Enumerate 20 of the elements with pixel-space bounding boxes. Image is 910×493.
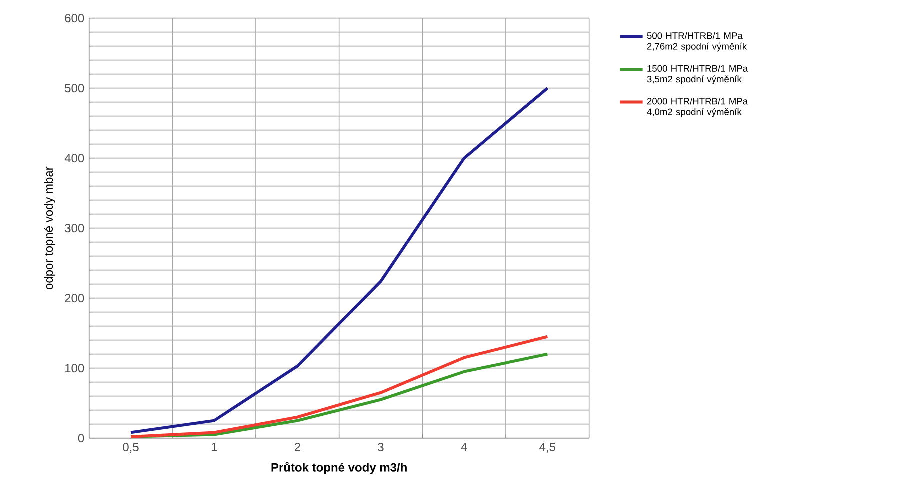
x-axis-title: Průtok topné vody m3/h [272, 462, 407, 474]
legend-label: 1500 HTR/HTRB/1 MPa 3,5m2 spodní výměník [647, 65, 748, 84]
x-tick-label: 4 [461, 443, 468, 452]
y-tick-label: 600 [65, 14, 84, 23]
x-tick-label: 4,5 [540, 443, 556, 453]
x-tick-label: 0,5 [123, 443, 139, 453]
legend-label: 500 HTR/HTRB/1 MPa 2,76m2 spodní výměník [647, 32, 748, 52]
y-tick-label: 400 [64, 154, 84, 163]
y-tick-label: 200 [65, 294, 84, 303]
x-tick-label: 2 [294, 443, 300, 452]
y-tick-label: 0 [78, 434, 84, 443]
y-tick-label: 100 [66, 364, 84, 373]
y-tick-label: 300 [65, 224, 84, 233]
line-series [130, 335, 550, 438]
legend-label: 2000 HTR/HTRB/1 MPa 4,0m2 spodní výměník [647, 98, 748, 118]
y-axis-title: odpor topné vody mbar [44, 166, 56, 290]
y-tick-label: 500 [65, 84, 84, 93]
x-tick-label: 1 [212, 443, 218, 452]
line-series [130, 86, 550, 434]
x-tick-label: 3 [378, 443, 384, 452]
